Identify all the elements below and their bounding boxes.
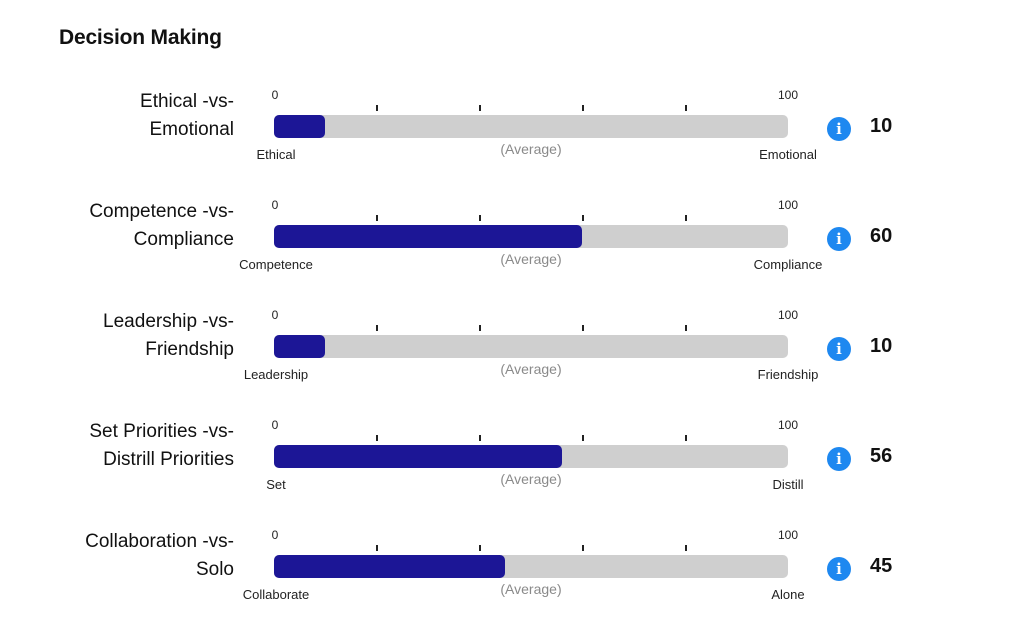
score-fill (274, 445, 562, 468)
score-scale: 0 100 Ethical (Average) Emotional (256, 88, 816, 168)
right-end-label: Distill (772, 477, 804, 492)
score-row: Set Priorities -vs- Distrill Priorities … (0, 418, 1024, 518)
score-track (274, 445, 788, 468)
right-end-label: Alone (771, 587, 805, 602)
row-label-line1: Leadership -vs- (103, 311, 234, 332)
scale-tick (685, 105, 687, 111)
row-label-line2: Friendship (145, 339, 234, 360)
right-end-label: Emotional (759, 147, 817, 162)
average-label: (Average) (500, 471, 562, 487)
score-fill (274, 335, 326, 358)
scale-tick (479, 325, 481, 331)
score-fill (274, 555, 506, 578)
score-track (274, 335, 788, 358)
right-end-label: Compliance (753, 257, 823, 272)
scale-tick (376, 435, 378, 441)
score-scale: 0 100 Competence (Average) Compliance (239, 198, 822, 278)
score-fill (274, 225, 583, 248)
info-icon[interactable]: i (827, 337, 851, 361)
info-icon[interactable]: i (827, 447, 851, 471)
scale-tick (376, 545, 378, 551)
info-icon[interactable]: i (827, 227, 851, 251)
row-label-line2: Emotional (149, 119, 235, 140)
scale-min-label: 0 (271, 528, 279, 542)
scale-tick (582, 215, 584, 221)
score-row: Competence -vs- Compliance 0 100 Compete… (0, 198, 1024, 298)
score-row: Ethical -vs- Emotional 0 100 Ethical (Av… (0, 88, 1024, 188)
score-scale: 0 100 Leadership (Average) Friendship (244, 308, 819, 388)
scale-tick (582, 435, 584, 441)
right-end-label: Friendship (757, 367, 819, 382)
row-label-line1: Collaboration -vs- (85, 531, 234, 552)
scale-tick (376, 215, 378, 221)
score-value: 10 (870, 115, 893, 137)
score-scale: 0 100 Collaborate (Average) Alone (243, 528, 805, 608)
score-value: 56 (870, 445, 893, 467)
row-label-line1: Ethical -vs- (140, 91, 234, 112)
scale-tick (582, 545, 584, 551)
scale-min-label: 0 (271, 308, 279, 322)
scale-max-label: 100 (777, 528, 799, 542)
scale-tick (685, 325, 687, 331)
score-value: 60 (870, 225, 893, 247)
row-label-line2: Solo (195, 559, 234, 580)
score-scale: 0 100 Set (Average) Distill (266, 418, 803, 498)
row-label: Leadership -vs- Friendship (0, 308, 234, 364)
scale-tick (582, 105, 584, 111)
left-end-label: Set (266, 477, 286, 492)
page-title: Decision Making (59, 26, 222, 49)
scale-tick (685, 545, 687, 551)
row-label-line2: Distrill Priorities (103, 449, 234, 470)
left-end-label: Collaborate (242, 587, 310, 602)
scale-tick (685, 215, 687, 221)
score-track (274, 115, 788, 138)
average-label: (Average) (500, 361, 562, 377)
score-fill (274, 115, 326, 138)
score-row: Collaboration -vs- Solo 0 100 Collaborat… (0, 528, 1024, 628)
scale-min-label: 0 (271, 88, 279, 102)
row-label-line1: Set Priorities -vs- (89, 421, 234, 442)
scale-tick (376, 105, 378, 111)
scale-max-label: 100 (777, 308, 799, 322)
scale-min-label: 0 (271, 418, 279, 432)
scale-tick (582, 325, 584, 331)
average-label: (Average) (500, 251, 562, 267)
row-label: Set Priorities -vs- Distrill Priorities (0, 418, 234, 474)
score-row: Leadership -vs- Friendship 0 100 Leaders… (0, 308, 1024, 408)
scale-tick (376, 325, 378, 331)
average-label: (Average) (500, 581, 562, 597)
score-value: 10 (870, 335, 893, 357)
left-end-label: Competence (239, 257, 313, 272)
row-label: Ethical -vs- Emotional (0, 88, 234, 144)
score-track (274, 555, 788, 578)
left-end-label: Leadership (243, 367, 309, 382)
scale-min-label: 0 (271, 198, 279, 212)
score-track (274, 225, 788, 248)
scale-tick (479, 105, 481, 111)
scale-max-label: 100 (777, 418, 799, 432)
scale-tick (479, 215, 481, 221)
score-value: 45 (870, 555, 893, 577)
row-label-line1: Competence -vs- (89, 201, 234, 222)
row-label: Competence -vs- Compliance (0, 198, 234, 254)
scale-max-label: 100 (777, 88, 799, 102)
left-end-label: Ethical (256, 147, 296, 162)
info-icon[interactable]: i (827, 117, 851, 141)
info-icon[interactable]: i (827, 557, 851, 581)
average-label: (Average) (500, 141, 562, 157)
scale-tick (479, 545, 481, 551)
row-label: Collaboration -vs- Solo (0, 528, 234, 584)
scale-tick (479, 435, 481, 441)
scale-max-label: 100 (777, 198, 799, 212)
scale-tick (685, 435, 687, 441)
row-label-line2: Compliance (133, 229, 234, 250)
